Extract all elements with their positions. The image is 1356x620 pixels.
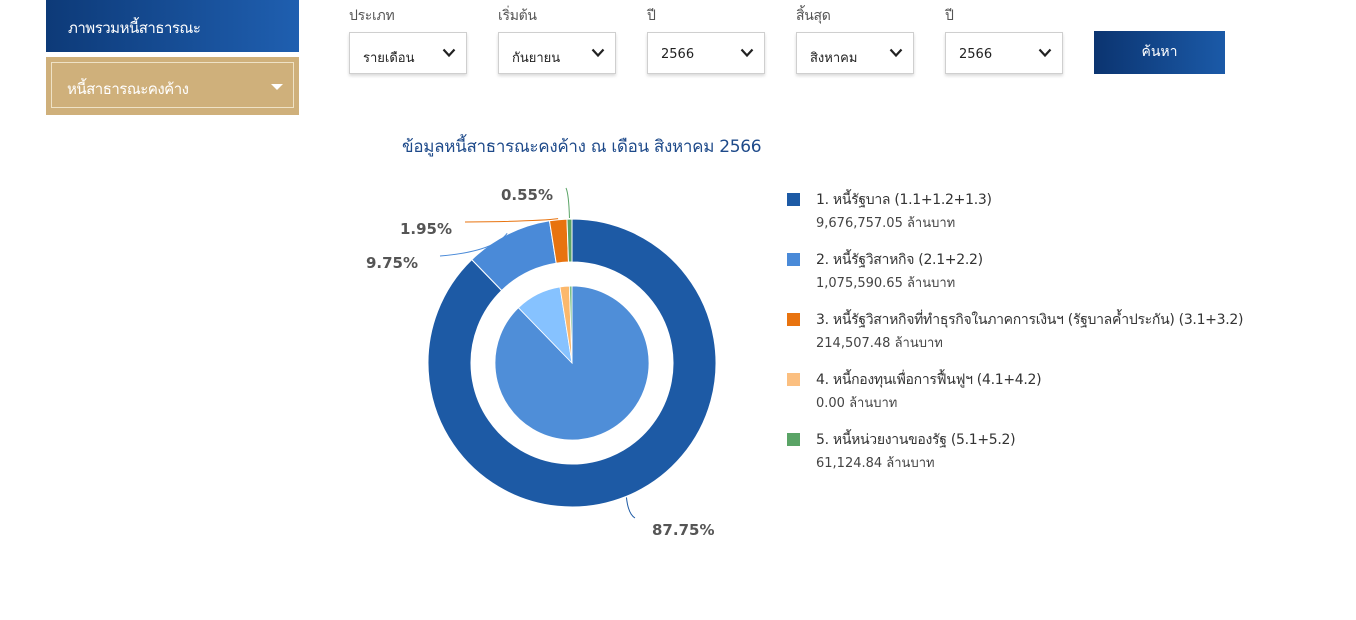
legend-name-5: 5. หนี้หน่วยงานของรัฐ (5.1+5.2) (816, 432, 1016, 448)
legend-value-4: 0.00 ล้านบาท (816, 396, 898, 411)
search-button[interactable]: ค้นหา (1094, 31, 1225, 74)
percent-label-2: 9.75% (366, 254, 418, 272)
end-filter-label: สิ้นสุด (796, 8, 831, 24)
legend-value-2: 1,075,590.65 ล้านบาท (816, 276, 956, 291)
percent-label-5: 0.55% (501, 186, 553, 204)
sidebar-overview-button[interactable]: ภาพรวมหนี้สาธารณะ (46, 0, 299, 52)
outer-ring (427, 218, 717, 508)
legend-swatch-4 (787, 373, 800, 386)
legend-value-1: 9,676,757.05 ล้านบาท (816, 216, 956, 231)
type-filter-label: ประเภท (349, 8, 395, 24)
sidebar-outstanding-dropdown[interactable]: หนี้สาธารณะคงค้าง (46, 57, 299, 115)
legend-swatch-5 (787, 433, 800, 446)
legend-swatch-2 (787, 253, 800, 266)
leader-line-2 (439, 232, 508, 257)
legend-name-2: 2. หนี้รัฐวิสาหกิจ (2.1+2.2) (816, 252, 983, 268)
type-select-value: รายเดือน (363, 51, 415, 66)
search-button-label: ค้นหา (1141, 44, 1178, 60)
legend-swatch-3 (787, 313, 800, 326)
outer-slice-1[interactable] (427, 218, 717, 508)
leader-line-5 (565, 187, 570, 219)
leader-line-1 (625, 497, 636, 519)
start-month-value: กันยายน (512, 51, 561, 66)
start-month-select[interactable]: กันยายน (498, 32, 616, 74)
sidebar-outstanding-label: หนี้สาธารณะคงค้าง (67, 80, 189, 98)
leader-line-3 (464, 218, 559, 223)
chart-title: ข้อมูลหนี้สาธารณะคงค้าง ณ เดือน สิงหาคม … (402, 137, 762, 157)
chevron-down-icon (889, 48, 903, 58)
legend-value-5: 61,124.84 ล้านบาท (816, 456, 935, 471)
percent-label-1: 87.75% (652, 521, 714, 539)
debt-pie-chart: 87.75% 9.75% 1.95% 0.55% (366, 186, 717, 539)
end-year-label: ปี (945, 8, 954, 24)
end-month-value: สิงหาคม (810, 51, 858, 66)
start-year-select[interactable]: 2566 (647, 32, 765, 74)
sidebar-outstanding-inner: หนี้สาธารณะคงค้าง (51, 62, 294, 108)
outer-slice-5[interactable] (566, 218, 573, 263)
end-year-value: 2566 (959, 47, 993, 62)
caret-down-icon (271, 84, 283, 90)
end-month-select[interactable]: สิงหาคม (796, 32, 914, 74)
legend-name-3: 3. หนี้รัฐวิสาหกิจที่ทำธุรกิจในภาคการเงิ… (816, 312, 1244, 328)
legend-value-3: 214,507.48 ล้านบาท (816, 336, 943, 351)
percent-labels: 87.75% 9.75% 1.95% 0.55% (366, 186, 715, 539)
type-select[interactable]: รายเดือน (349, 32, 467, 74)
leader-lines (439, 187, 636, 519)
chevron-down-icon (442, 48, 456, 58)
chevron-down-icon (591, 48, 605, 58)
sidebar-overview-label: ภาพรวมหนี้สาธารณะ (68, 19, 201, 37)
legend-swatch-1 (787, 193, 800, 206)
start-year-label: ปี (647, 8, 656, 24)
end-year-select[interactable]: 2566 (945, 32, 1063, 74)
inner-pie (494, 285, 650, 441)
percent-label-3: 1.95% (400, 220, 452, 238)
start-year-value: 2566 (661, 47, 695, 62)
chevron-down-icon (740, 48, 754, 58)
inner-slice-4[interactable] (568, 285, 573, 364)
chevron-down-icon (1038, 48, 1052, 58)
start-filter-label: เริ่มต้น (498, 8, 537, 24)
legend-name-4: 4. หนี้กองทุนเพื่อการฟื้นฟูฯ (4.1+4.2) (816, 372, 1042, 388)
legend-name-1: 1. หนี้รัฐบาล (1.1+1.2+1.3) (816, 192, 992, 208)
